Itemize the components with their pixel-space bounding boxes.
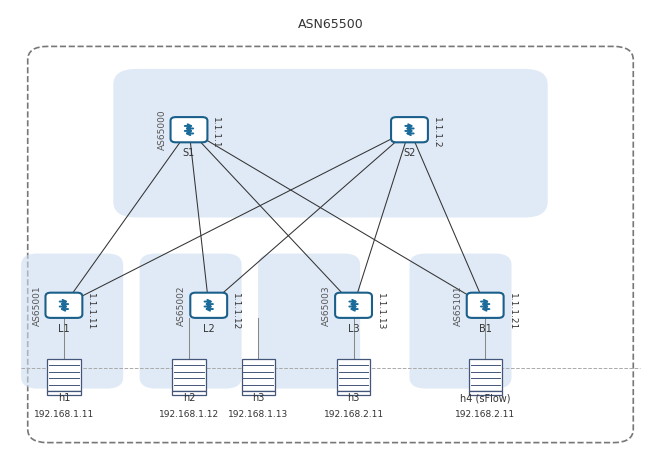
Text: S2: S2: [403, 148, 416, 158]
Text: L3: L3: [348, 324, 360, 334]
FancyBboxPatch shape: [21, 254, 123, 389]
Text: h3: h3: [252, 393, 264, 403]
Bar: [469, 391, 502, 395]
FancyBboxPatch shape: [335, 293, 372, 318]
Text: h4 (sFlow): h4 (sFlow): [460, 393, 510, 403]
Text: S1: S1: [183, 148, 195, 158]
Text: ASN65500: ASN65500: [297, 18, 364, 31]
Text: 1.1.1.12: 1.1.1.12: [231, 293, 240, 330]
Text: 1.1.1.2: 1.1.1.2: [432, 117, 441, 149]
Text: 1.1.1.1: 1.1.1.1: [212, 117, 220, 149]
FancyBboxPatch shape: [171, 117, 208, 142]
Text: h2: h2: [182, 393, 195, 403]
FancyBboxPatch shape: [190, 293, 227, 318]
FancyBboxPatch shape: [48, 359, 81, 391]
Text: h3: h3: [347, 393, 360, 403]
FancyBboxPatch shape: [469, 359, 502, 391]
Bar: [241, 391, 275, 395]
Bar: [337, 391, 370, 395]
FancyBboxPatch shape: [173, 359, 206, 391]
FancyBboxPatch shape: [258, 254, 360, 389]
Text: AS65002: AS65002: [177, 285, 186, 326]
Text: h1: h1: [58, 393, 70, 403]
Text: 1.1.1.11: 1.1.1.11: [87, 293, 95, 330]
Text: 192.168.1.13: 192.168.1.13: [228, 410, 288, 419]
Text: L1: L1: [58, 324, 69, 334]
Text: 192.168.2.11: 192.168.2.11: [455, 410, 515, 419]
Text: AS65001: AS65001: [32, 285, 42, 326]
FancyBboxPatch shape: [409, 254, 512, 389]
Text: AS65003: AS65003: [322, 285, 331, 326]
FancyBboxPatch shape: [337, 359, 370, 391]
FancyBboxPatch shape: [139, 254, 242, 389]
Bar: [48, 391, 81, 395]
Text: B1: B1: [479, 324, 492, 334]
FancyBboxPatch shape: [241, 359, 275, 391]
Text: 1.1.1.13: 1.1.1.13: [376, 293, 385, 330]
Text: 192.168.2.11: 192.168.2.11: [323, 410, 383, 419]
Text: AS65101: AS65101: [454, 285, 463, 326]
FancyBboxPatch shape: [467, 293, 504, 318]
Text: 192.168.1.12: 192.168.1.12: [159, 410, 219, 419]
FancyBboxPatch shape: [391, 117, 428, 142]
FancyBboxPatch shape: [46, 293, 83, 318]
Text: 1.1.1.21: 1.1.1.21: [508, 293, 516, 330]
FancyBboxPatch shape: [113, 69, 548, 217]
Bar: [173, 391, 206, 395]
Text: L2: L2: [203, 324, 215, 334]
Text: AS65000: AS65000: [157, 109, 167, 150]
Text: 192.168.1.11: 192.168.1.11: [34, 410, 94, 419]
